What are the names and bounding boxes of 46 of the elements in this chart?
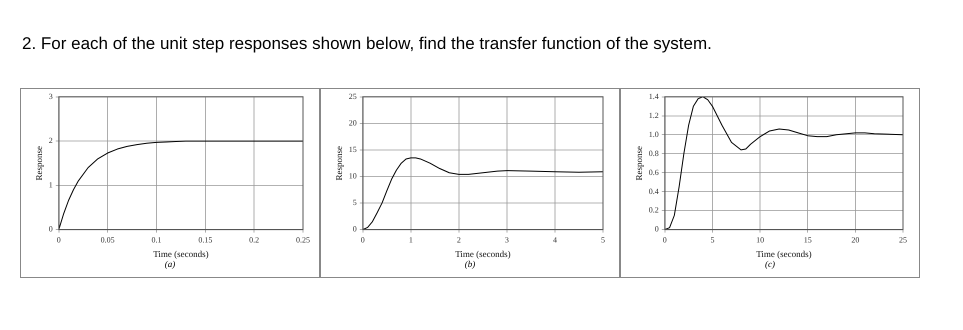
y-tick-label: 5 [352, 198, 357, 208]
x-tick-label: 1 [408, 235, 413, 244]
y-tick-label: 20 [348, 118, 357, 128]
x-tick-label: 5 [601, 235, 605, 244]
x-tick-label: 0.2 [249, 235, 260, 244]
x-tick-label: 0.1 [151, 235, 162, 244]
y-tick-label: 25 [348, 92, 357, 101]
y-tick-label: 0.4 [648, 186, 659, 196]
x-tick-label: 0 [662, 235, 667, 244]
y-tick-label: 0.8 [648, 148, 659, 158]
x-tick-label: 3 [504, 235, 509, 244]
y-tick-label: 1.2 [648, 110, 659, 120]
x-tick-label: 5 [710, 235, 714, 244]
y-tick-label: 1.0 [648, 130, 659, 139]
text: (c) [764, 259, 776, 269]
x-axis-title: Time (seconds) [455, 248, 511, 259]
y-tick-label: 1.4 [648, 92, 659, 101]
y-tick-label: 2 [48, 136, 53, 146]
x-tick-label: 4 [552, 235, 557, 244]
x-tick-label: 0 [360, 235, 365, 244]
y-axis-title: Response [634, 146, 644, 180]
y-axis-title: Response [334, 146, 344, 180]
text: 2. For each of the unit step responses shown below, find the transfer function of the system. [22, 34, 712, 54]
y-tick-label: 0.6 [648, 168, 659, 177]
y-tick-label: 0.2 [648, 206, 659, 215]
y-tick-label: 0 [48, 224, 53, 234]
x-tick-label: 25 [899, 235, 907, 244]
y-tick-label: 10 [348, 172, 357, 181]
x-tick-label: 0 [56, 235, 61, 244]
y-tick-label: 3 [48, 92, 53, 101]
x-tick-label: 0.15 [198, 235, 212, 244]
y-tick-label: 0 [654, 224, 659, 234]
x-tick-label: 0.05 [100, 235, 115, 244]
y-tick-label: 15 [348, 145, 357, 154]
x-tick-label: 15 [804, 235, 812, 244]
y-tick-label: 1 [48, 180, 53, 190]
y-tick-label: 0 [352, 224, 357, 234]
y-axis-title: Response [34, 146, 44, 180]
x-tick-label: 20 [851, 235, 860, 244]
x-tick-label: 0.25 [296, 235, 310, 244]
text: (b) [464, 259, 476, 269]
x-axis-title: Time (seconds) [756, 248, 812, 259]
x-tick-label: 10 [756, 235, 764, 244]
x-tick-label: 2 [456, 235, 461, 244]
x-axis-title: Time (seconds) [153, 248, 209, 259]
text: (a) [164, 259, 176, 269]
